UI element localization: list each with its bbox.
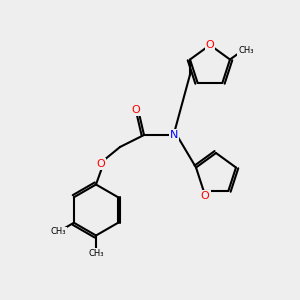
Text: O: O bbox=[96, 159, 105, 169]
Text: O: O bbox=[201, 191, 209, 201]
Text: O: O bbox=[131, 105, 140, 115]
Text: O: O bbox=[206, 40, 214, 50]
Text: CH₃: CH₃ bbox=[238, 46, 254, 55]
Text: N: N bbox=[170, 130, 178, 140]
Text: CH₃: CH₃ bbox=[50, 227, 66, 236]
Text: CH₃: CH₃ bbox=[88, 249, 104, 258]
